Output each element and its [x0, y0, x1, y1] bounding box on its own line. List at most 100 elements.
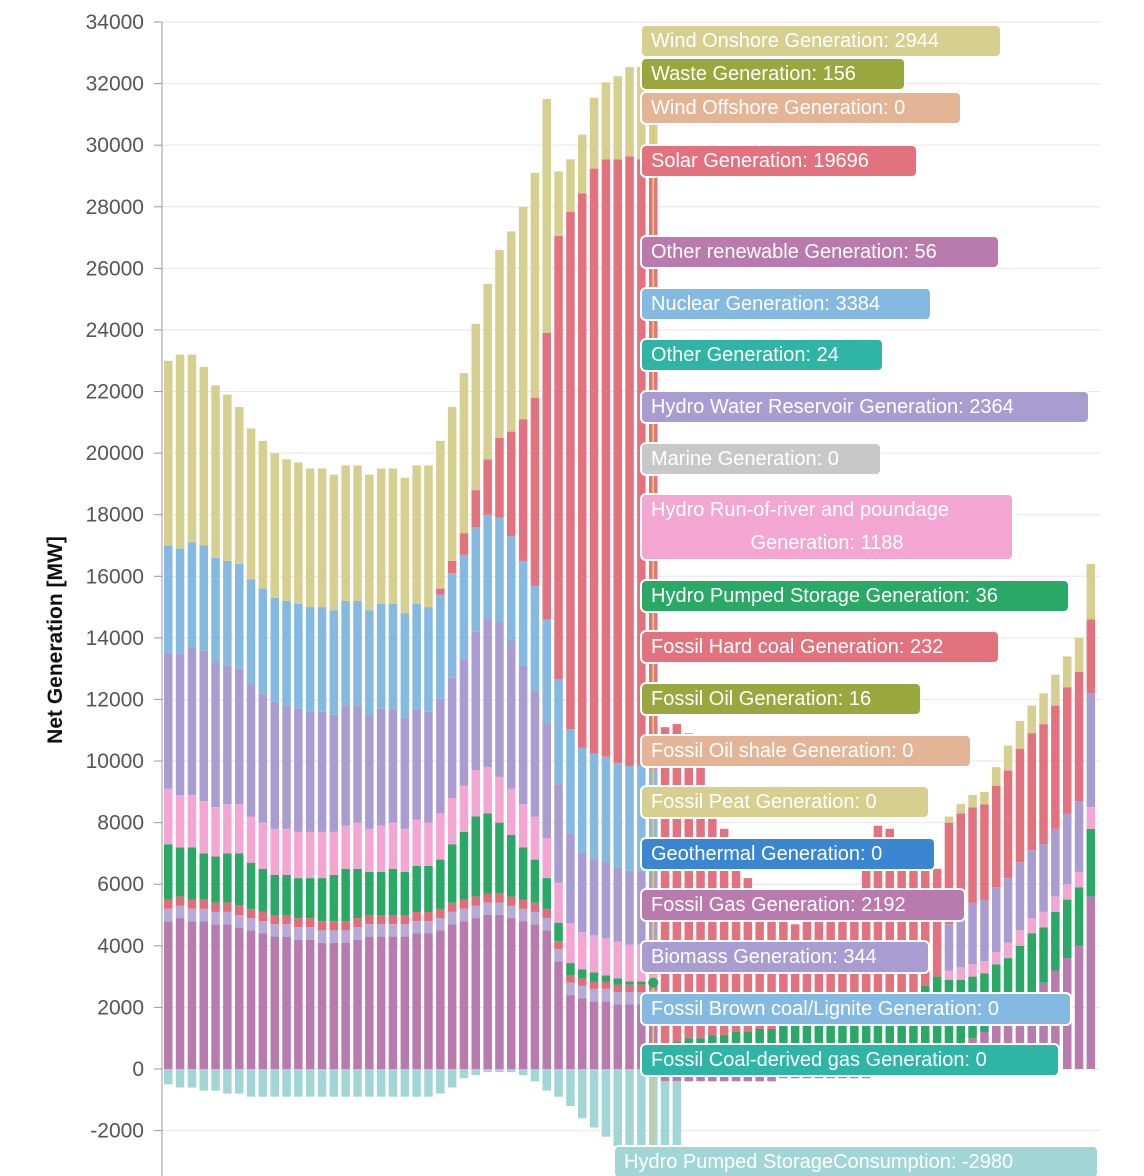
bar-segment[interactable] [341, 1069, 350, 1097]
bar-segment[interactable] [554, 784, 563, 883]
bar-segment[interactable] [483, 514, 492, 620]
bar-segment[interactable] [518, 419, 528, 561]
bar-segment[interactable] [495, 822, 504, 894]
bar-segment[interactable] [1015, 930, 1025, 946]
bar-segment[interactable] [353, 1069, 362, 1097]
bar-segment[interactable] [164, 1069, 173, 1085]
bar-segment[interactable] [164, 844, 173, 900]
bar-segment[interactable] [578, 134, 587, 194]
bar-segment[interactable] [495, 776, 504, 823]
bar-segment[interactable] [211, 902, 220, 912]
bar-segment[interactable] [436, 594, 445, 700]
bar-segment[interactable] [246, 908, 256, 919]
bar-segment[interactable] [424, 711, 433, 823]
bar-segment[interactable] [376, 825, 386, 872]
bar-segment[interactable] [1074, 945, 1084, 1069]
bar-segment[interactable] [187, 1069, 197, 1088]
bar-segment[interactable] [518, 847, 528, 900]
bar-segment[interactable] [1003, 745, 1013, 771]
bar-segment[interactable] [282, 1069, 291, 1097]
bar-segment[interactable] [1039, 724, 1048, 845]
bar-segment[interactable] [223, 912, 232, 925]
bar-segment[interactable] [1015, 945, 1025, 1005]
bar-segment[interactable] [246, 918, 256, 931]
bar-segment[interactable] [459, 1069, 469, 1079]
bar-segment[interactable] [637, 1069, 646, 1159]
bar-segment[interactable] [447, 560, 457, 574]
bar-segment[interactable] [270, 453, 280, 598]
bar-segment[interactable] [164, 921, 173, 1069]
bar-segment[interactable] [578, 998, 587, 1069]
bar-segment[interactable] [317, 468, 327, 608]
bar-segment[interactable] [175, 1069, 185, 1088]
bar-segment[interactable] [1039, 844, 1048, 912]
bar-segment[interactable] [1015, 1004, 1025, 1069]
bar-segment[interactable] [305, 711, 315, 832]
bar-segment[interactable] [554, 171, 563, 237]
bar-segment[interactable] [1063, 687, 1072, 814]
bar-segment[interactable] [554, 1069, 563, 1097]
bar-segment[interactable] [518, 665, 528, 805]
bar-segment[interactable] [282, 915, 291, 925]
bar-segment[interactable] [294, 708, 303, 832]
bar-segment[interactable] [329, 714, 339, 832]
bar-segment[interactable] [187, 908, 197, 922]
bar-segment[interactable] [258, 933, 268, 1070]
bar-segment[interactable] [637, 766, 646, 871]
bar-segment[interactable] [1015, 862, 1025, 931]
bar-segment[interactable] [968, 807, 977, 903]
bar-segment[interactable] [270, 936, 280, 1069]
bar-segment[interactable] [305, 939, 315, 1069]
bar-segment[interactable] [483, 902, 492, 915]
bar-segment[interactable] [601, 981, 611, 989]
bar-segment[interactable] [483, 283, 492, 460]
bar-segment[interactable] [353, 705, 362, 823]
bar-segment[interactable] [187, 794, 197, 848]
bar-segment[interactable] [270, 702, 280, 829]
bar-segment[interactable] [601, 1001, 611, 1069]
bar-segment[interactable] [542, 99, 552, 333]
bar-segment[interactable] [1003, 942, 1013, 959]
bar-segment[interactable] [625, 992, 634, 1005]
bar-segment[interactable] [1051, 674, 1060, 706]
bar-segment[interactable] [530, 859, 540, 903]
bar-segment[interactable] [578, 852, 587, 933]
bar-segment[interactable] [294, 918, 303, 928]
bar-segment[interactable] [235, 804, 244, 854]
bar-segment[interactable] [412, 465, 421, 604]
bar-segment[interactable] [187, 354, 197, 543]
bar-segment[interactable] [542, 1069, 552, 1091]
bar-segment[interactable] [566, 923, 575, 963]
bar-segment[interactable] [353, 918, 362, 928]
bar-segment[interactable] [518, 1069, 528, 1076]
bar-segment[interactable] [388, 708, 398, 823]
bar-segment[interactable] [175, 354, 185, 549]
bar-segment[interactable] [507, 231, 516, 432]
bar-segment[interactable] [578, 978, 587, 986]
bar-segment[interactable] [1074, 871, 1084, 888]
bar-segment[interactable] [483, 813, 492, 894]
bar-segment[interactable] [1086, 693, 1096, 808]
bar-segment[interactable] [1027, 918, 1037, 934]
bar-segment[interactable] [1086, 896, 1096, 1069]
bar-segment[interactable] [601, 975, 611, 982]
bar-segment[interactable] [365, 714, 374, 829]
bar-segment[interactable] [518, 804, 528, 848]
bar-segment[interactable] [317, 878, 327, 922]
bar-segment[interactable] [909, 853, 918, 996]
bar-segment[interactable] [294, 831, 303, 879]
bar-segment[interactable] [625, 870, 634, 945]
bar-segment[interactable] [873, 1004, 883, 1069]
bar-segment[interactable] [459, 921, 469, 1069]
bar-segment[interactable] [530, 1069, 540, 1082]
bar-segment[interactable] [1051, 705, 1060, 829]
bar-segment[interactable] [223, 902, 232, 912]
bar-segment[interactable] [566, 159, 575, 212]
bar-segment[interactable] [589, 858, 599, 936]
bar-segment[interactable] [459, 554, 469, 660]
bar-segment[interactable] [258, 1069, 268, 1097]
bar-segment[interactable] [223, 924, 232, 1069]
bar-segment[interactable] [554, 679, 563, 785]
bar-segment[interactable] [175, 548, 185, 654]
